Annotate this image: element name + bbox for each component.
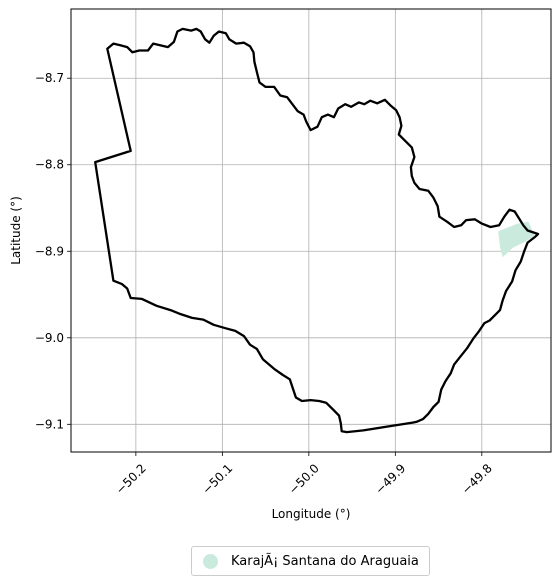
y-tick-label: −8.7 — [35, 71, 64, 85]
legend-label: KarajÃ¡ Santana do Araguaia — [231, 553, 419, 569]
x-tick-label: −50.2 — [113, 461, 149, 497]
municipality-boundary — [94, 27, 540, 434]
y-axis-label: Latitude (°) — [9, 196, 23, 265]
area-polygon — [498, 221, 535, 258]
legend-marker-icon — [203, 553, 218, 569]
x-tick-label: −49.9 — [372, 461, 408, 497]
x-tick-label: −50.1 — [200, 461, 236, 497]
legend: KarajÃ¡ Santana do Araguaia — [191, 546, 430, 576]
x-tick-label: −50.0 — [286, 461, 322, 497]
grid-lines — [71, 9, 551, 452]
y-axis-ticks: −8.7 −8.8 −8.9 −9.0 −9.1 — [35, 71, 71, 431]
x-axis-ticks: −50.2 −50.1 −50.0 −49.9 −49.8 — [113, 452, 495, 497]
area-layer — [498, 221, 535, 258]
plot-frame — [70, 8, 552, 453]
y-tick-label: −9.0 — [35, 331, 64, 345]
y-tick-label: −8.8 — [35, 158, 64, 172]
x-tick-label: −49.8 — [459, 461, 495, 497]
x-axis-label: Longitude (°) — [272, 507, 351, 521]
y-tick-label: −8.9 — [35, 244, 64, 258]
y-tick-label: −9.1 — [35, 417, 64, 431]
